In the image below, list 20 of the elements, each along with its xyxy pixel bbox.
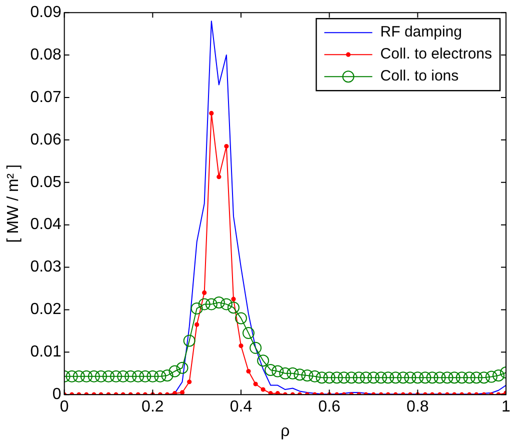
y-tick-label: 0.03	[30, 258, 62, 276]
y-tick-label: 0.08	[30, 46, 62, 64]
x-tick-label: 0.8	[406, 398, 429, 416]
x-tick-label: 0.6	[318, 398, 341, 416]
y-tick-label: 0	[52, 386, 62, 404]
y-tick-label: 0.09	[30, 4, 62, 22]
y-tick-label: 0.01	[30, 344, 62, 361]
y-tick-label: 0.06	[30, 131, 62, 148]
legend-label: RF damping	[380, 24, 462, 41]
y-tick-label: 0.04	[30, 216, 62, 234]
x-axis-title: ρ	[280, 422, 290, 440]
x-tick-label: 1	[502, 398, 511, 416]
y-tick-label: 0.05	[30, 174, 62, 191]
y-tick-label: 0.02	[30, 301, 62, 318]
x-tick-label: 0.4	[230, 398, 252, 416]
y-tick-label: 0.07	[30, 88, 62, 106]
legend-label: Coll. to electrons	[380, 46, 492, 63]
legend-label: Coll. to ions	[380, 68, 459, 85]
y-axis-title: [ MW / m² ]	[5, 164, 22, 243]
x-tick-label: 0.2	[142, 398, 164, 416]
